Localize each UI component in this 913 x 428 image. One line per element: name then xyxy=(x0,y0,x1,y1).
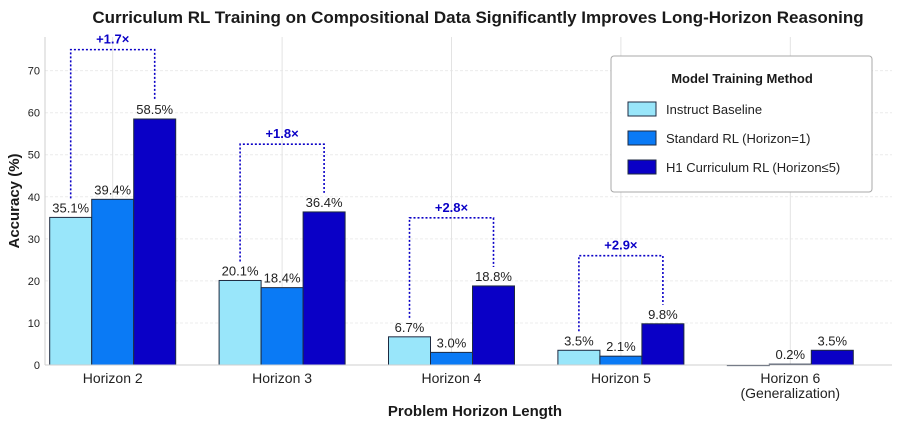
bar xyxy=(430,351,473,366)
x-tick-label-line: Horizon 4 xyxy=(422,370,482,386)
bar xyxy=(557,349,601,366)
legend-label: Standard RL (Horizon=1) xyxy=(666,131,810,146)
bar xyxy=(641,323,685,366)
data-label: 3.5% xyxy=(564,333,594,348)
data-label: 0.2% xyxy=(775,347,805,362)
y-tick-label: 60 xyxy=(28,108,40,120)
legend-label: H1 Curriculum RL (Horizon≤5) xyxy=(666,160,840,175)
bar xyxy=(133,118,177,366)
data-label: 2.1% xyxy=(606,339,636,354)
axes xyxy=(44,37,892,366)
legend-swatch xyxy=(627,159,657,175)
bar xyxy=(599,355,643,366)
annotations: +1.7× +1.8× +2.8× +2.9× xyxy=(69,32,664,332)
y-tick-label: 30 xyxy=(28,234,40,246)
bars xyxy=(49,118,854,367)
legend-swatch xyxy=(627,130,657,146)
improvement-label: +2.8× xyxy=(435,200,469,215)
legend-label: Instruct Baseline xyxy=(666,102,762,117)
bar xyxy=(218,279,262,366)
data-label: 39.4% xyxy=(94,182,131,197)
bar xyxy=(388,336,431,366)
improvement-label: +2.9× xyxy=(604,238,638,253)
data-label: 3.5% xyxy=(817,333,847,348)
improvement-bracket xyxy=(408,217,495,318)
x-tick-label: Horizon 3 xyxy=(252,370,312,386)
improvement-label: +1.8× xyxy=(265,126,299,141)
y-axis-title: Accuracy (%) xyxy=(6,153,23,248)
bar xyxy=(472,285,515,366)
improvement-bracket xyxy=(578,254,664,332)
x-tick-label-line: Horizon 3 xyxy=(252,370,312,386)
improvement-label: +1.7× xyxy=(96,32,130,47)
data-label: 36.4% xyxy=(306,195,343,210)
legend-box xyxy=(610,55,873,193)
y-tick-label: 50 xyxy=(28,150,40,162)
chart-title: Curriculum RL Training on Compositional … xyxy=(92,8,863,27)
x-tick-label-line: Horizon 6 xyxy=(760,370,820,386)
legend-swatch xyxy=(627,101,657,117)
x-tick-label-line: Horizon 5 xyxy=(591,370,651,386)
legend-items: Instruct Baseline Standard RL (Horizon=1)… xyxy=(627,101,840,175)
data-label: 18.8% xyxy=(475,269,512,284)
legend-title: Model Training Method xyxy=(671,71,813,86)
bar xyxy=(49,216,93,366)
y-tick-label: 40 xyxy=(28,192,40,204)
y-tick-label: 20 xyxy=(28,276,40,288)
bar xyxy=(260,287,304,366)
improvement-bracket xyxy=(239,143,325,262)
legend: Model Training Method Instruct Baseline S… xyxy=(610,55,873,193)
x-tick-label-line: (Generalization) xyxy=(740,385,840,401)
data-label: 3.0% xyxy=(437,335,467,350)
data-label: 18.4% xyxy=(264,271,301,286)
data-label: 58.5% xyxy=(136,102,173,117)
data-label: 9.8% xyxy=(648,307,678,322)
x-tick-label: Horizon 6 (Generalization) xyxy=(740,370,840,401)
x-tick-label: Horizon 2 xyxy=(83,370,143,386)
y-tick-label: 70 xyxy=(28,66,40,78)
y-tick-label: 0 xyxy=(34,360,40,372)
bar xyxy=(810,349,854,366)
bar xyxy=(302,211,346,366)
data-labels: 35.1% 20.1% 6.7% 3.5% 39.4% 18.4% 3.0% 2.1% 0.2%… xyxy=(52,102,847,362)
x-tick-label-line: Horizon 2 xyxy=(83,370,143,386)
bar xyxy=(91,198,135,366)
x-tick-label: Horizon 5 xyxy=(591,370,651,386)
data-label: 20.1% xyxy=(222,263,259,278)
x-tick-label: Horizon 4 xyxy=(422,370,482,386)
grid: 0 10 20 30 40 50 60 70 Horizon 2 Horizon 3 Horizon… xyxy=(28,37,892,401)
y-tick-label: 10 xyxy=(28,318,40,330)
improvement-bracket xyxy=(69,48,156,199)
data-label: 35.1% xyxy=(52,200,89,215)
data-label: 6.7% xyxy=(395,320,425,335)
x-axis-title: Problem Horizon Length xyxy=(388,403,562,420)
